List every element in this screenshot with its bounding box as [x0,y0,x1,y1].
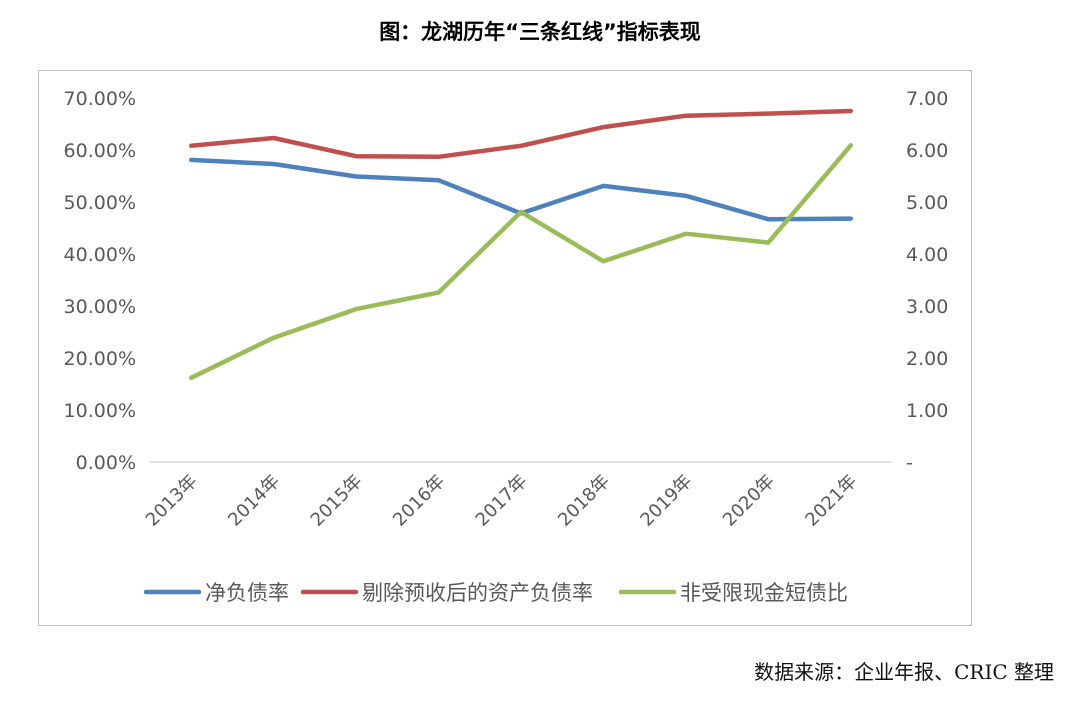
x-tick-label: 2021年 [801,471,861,531]
series-line [188,108,854,160]
series-line [188,143,854,381]
y-left-tick-label: 10.00% [64,400,136,422]
y-right-tick-label: 5.00 [906,192,948,214]
y-right-tick-label: 2.00 [906,348,948,370]
y-right-tick-label: 1.00 [906,400,948,422]
x-tick-label: 2016年 [389,471,449,531]
x-tick-label: 2020年 [719,471,779,531]
x-tick-label: 2019年 [636,471,696,531]
y-left-tick-label: 30.00% [64,296,136,318]
legend-label: 净负债率 [205,581,289,605]
data-source: 数据来源：企业年报、CRIC 整理 [754,660,1054,684]
legend-label: 剔除预收后的资产负债率 [362,581,593,605]
x-tick-label: 2017年 [472,471,532,531]
chart-area [38,70,972,626]
y-right-tick-label: 7.00 [906,88,948,110]
x-tick-label: 2013年 [142,471,202,531]
y-left-tick-label: 0.00% [76,452,136,474]
x-tick-label: 2018年 [554,471,614,531]
x-tick-label: 2015年 [307,471,367,531]
x-tick-label: 2014年 [224,471,284,531]
y-right-tick-label: 6.00 [906,140,948,162]
y-left-tick-label: 40.00% [64,244,136,266]
y-right-tick-label: 4.00 [906,244,948,266]
y-left-tick-label: 60.00% [64,140,136,162]
y-left-tick-label: 20.00% [64,348,136,370]
y-left-tick-label: 70.00% [64,88,136,110]
legend-label: 非受限现金短债比 [680,581,848,605]
y-right-tick-label: 3.00 [906,296,948,318]
chart-title: 图：龙湖历年“三条红线”指标表现 [379,20,701,44]
y-right-tick-label: - [906,452,913,474]
y-left-tick-label: 50.00% [64,192,136,214]
